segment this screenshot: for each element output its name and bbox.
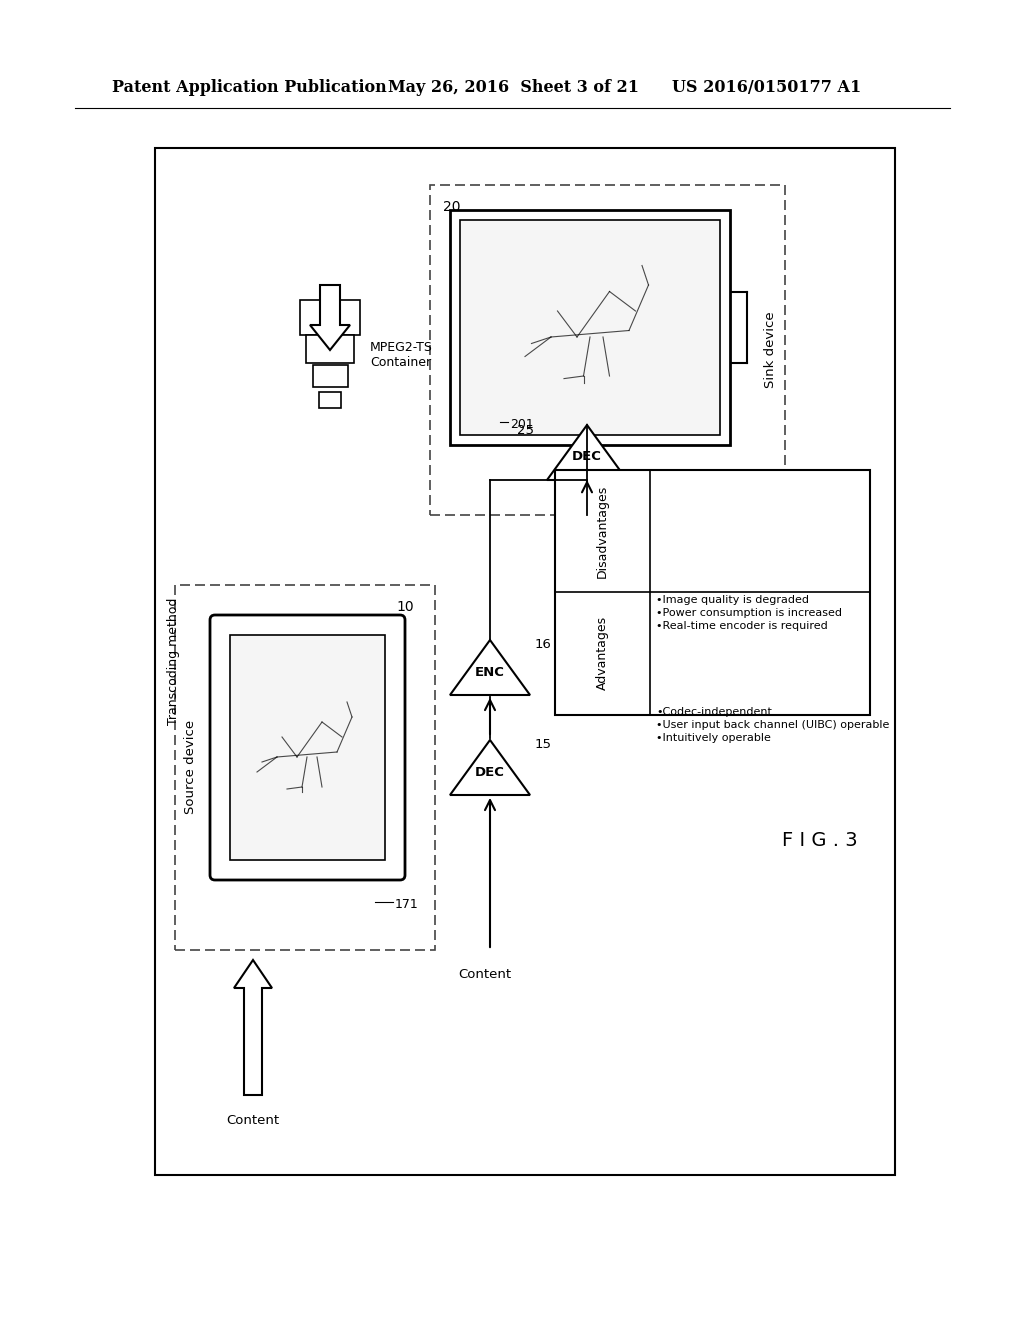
- Bar: [450, 210, 730, 445]
- FancyBboxPatch shape: [210, 615, 406, 880]
- Text: 201: 201: [510, 418, 534, 432]
- Text: F I G . 3: F I G . 3: [782, 830, 858, 850]
- Text: 20: 20: [443, 201, 461, 214]
- Bar: [430, 185, 785, 515]
- Bar: [319, 392, 341, 408]
- Text: Transcoding method: Transcoding method: [167, 598, 179, 725]
- Bar: [300, 300, 360, 335]
- Bar: [230, 635, 385, 861]
- Text: ENC: ENC: [475, 665, 505, 678]
- Bar: [460, 220, 720, 436]
- Text: 171: 171: [395, 899, 419, 912]
- Text: Patent Application Publication: Patent Application Publication: [112, 79, 387, 96]
- Text: Content: Content: [226, 1114, 280, 1126]
- Bar: [313, 366, 348, 387]
- Polygon shape: [450, 640, 530, 696]
- Text: Source device: Source device: [183, 719, 197, 814]
- Text: •Image quality is degraded
•Power consumption is increased
•Real-time encoder is: •Image quality is degraded •Power consum…: [656, 595, 842, 631]
- Text: MPEG2-TS
Container: MPEG2-TS Container: [370, 341, 433, 370]
- Text: Disadvantages: Disadvantages: [596, 484, 608, 578]
- Text: DEC: DEC: [572, 450, 602, 463]
- Text: DEC: DEC: [475, 766, 505, 779]
- Text: Content: Content: [459, 969, 512, 982]
- Bar: [555, 470, 870, 715]
- Bar: [175, 585, 435, 950]
- Bar: [155, 148, 895, 1175]
- Text: 16: 16: [535, 639, 552, 652]
- FancyArrow shape: [234, 960, 272, 1096]
- Text: May 26, 2016  Sheet 3 of 21: May 26, 2016 Sheet 3 of 21: [388, 79, 639, 96]
- Text: •Codec-independent
•User input back channel (UIBC) operable
•Intuitively operabl: •Codec-independent •User input back chan…: [656, 708, 890, 743]
- Text: US 2016/0150177 A1: US 2016/0150177 A1: [672, 79, 861, 96]
- FancyArrow shape: [310, 285, 350, 350]
- Bar: [306, 335, 354, 363]
- Polygon shape: [547, 425, 627, 480]
- Text: 15: 15: [535, 738, 552, 751]
- Text: Sink device: Sink device: [764, 312, 776, 388]
- Polygon shape: [450, 741, 530, 795]
- Text: 25: 25: [517, 424, 534, 437]
- Text: 10: 10: [396, 601, 414, 614]
- Text: Advantages: Advantages: [596, 616, 608, 690]
